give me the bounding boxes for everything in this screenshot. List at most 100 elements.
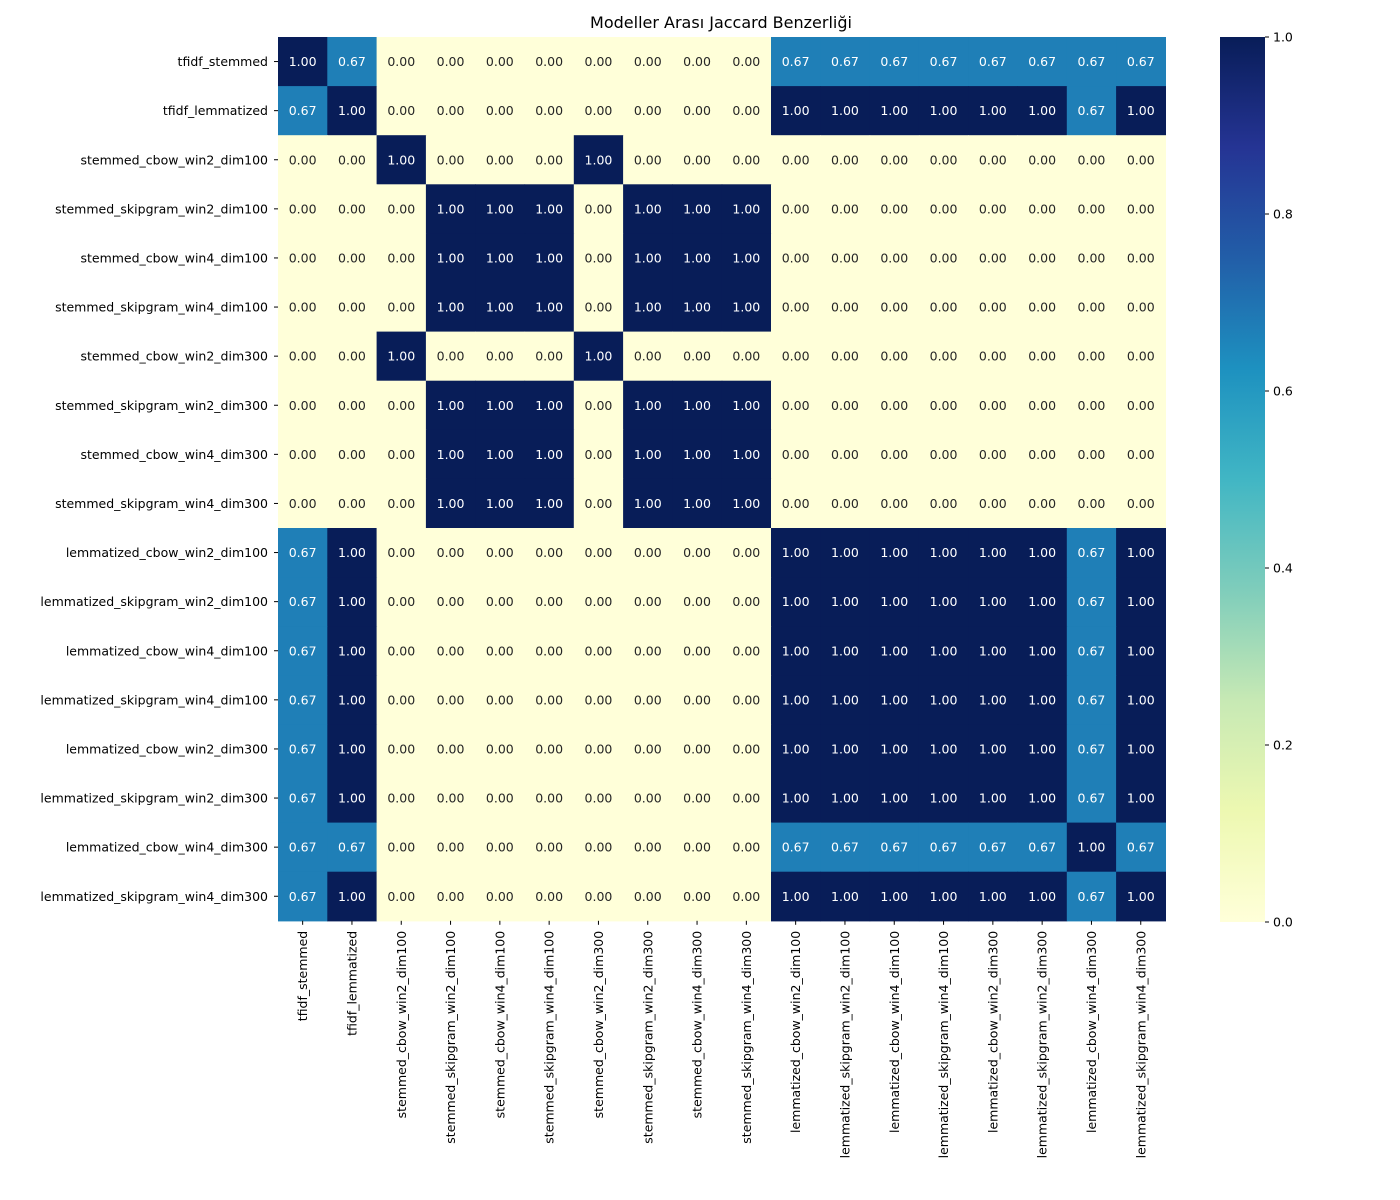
heatmap-cell: [1116, 822, 1166, 873]
heatmap-cell: [475, 282, 526, 333]
heatmap-cell: [820, 577, 871, 627]
heatmap-cell: [1116, 184, 1166, 234]
heatmap-cell: [1017, 331, 1068, 382]
cell-value-label: 1.00: [437, 496, 465, 511]
y-tick-label: stemmed_cbow_win2_dim300: [80, 349, 268, 364]
heatmap-cell: [1017, 380, 1068, 431]
cell-value-label: 0.00: [387, 201, 415, 216]
heatmap-cell: [1066, 331, 1117, 382]
y-tick-label: lemmatized_skipgram_win2_dim300: [40, 791, 268, 806]
cell-value-label: 0.00: [535, 791, 563, 806]
heatmap-cell: [771, 675, 821, 725]
cell-value-label: 0.00: [437, 594, 465, 609]
heatmap-cell: [771, 724, 821, 775]
cell-value-label: 0.00: [1127, 349, 1155, 364]
cell-value-label: 0.00: [585, 250, 613, 265]
cell-value-label: 0.00: [535, 594, 563, 609]
cell-value-label: 0.67: [1078, 643, 1106, 658]
heatmap-cell: [918, 724, 969, 775]
cell-value-label: 0.00: [979, 398, 1007, 413]
heatmap-cell: [376, 773, 427, 824]
cell-value-label: 1.00: [831, 103, 859, 118]
heatmap-cell: [968, 135, 1019, 185]
heatmap-cell: [721, 37, 772, 87]
heatmap-cell: [869, 871, 920, 922]
y-tick-label: lemmatized_skipgram_win4_dim300: [40, 889, 268, 904]
cell-value-label: 0.00: [930, 250, 958, 265]
heatmap-cell: [1116, 773, 1166, 824]
cell-value-label: 0.67: [1078, 103, 1106, 118]
heatmap-cell: [1066, 626, 1117, 676]
heatmap-cell: [1066, 724, 1117, 775]
cell-value-label: 0.00: [535, 545, 563, 560]
heatmap-cell: [573, 233, 624, 284]
heatmap-cell: [327, 675, 378, 725]
heatmap-cell: [376, 37, 427, 87]
heatmap-cell: [820, 871, 871, 922]
heatmap-cell: [968, 380, 1019, 431]
heatmap-cell: [573, 577, 624, 627]
x-tick-label: lemmatized_cbow_win4_dim300: [1084, 931, 1099, 1133]
cell-value-label: 1.00: [831, 889, 859, 904]
cell-value-label: 1.00: [1127, 103, 1155, 118]
heatmap-cell: [376, 233, 427, 284]
heatmap-cell: [1017, 233, 1068, 284]
heatmap-cell: [278, 37, 328, 87]
heatmap-cell: [1116, 626, 1166, 676]
cell-value-label: 1.00: [782, 103, 810, 118]
heatmap-cell: [425, 478, 476, 529]
heatmap-cell: [278, 380, 328, 431]
cell-value-label: 0.00: [683, 594, 711, 609]
cell-value-label: 0.67: [1078, 54, 1106, 69]
cell-value-label: 0.00: [683, 103, 711, 118]
heatmap-cell: [573, 429, 624, 480]
cell-value-label: 0.00: [634, 791, 662, 806]
heatmap-cell: [1017, 37, 1068, 87]
cell-value-label: 0.00: [437, 692, 465, 707]
heatmap-cell: [278, 233, 328, 284]
cell-value-label: 0.00: [486, 741, 514, 756]
cell-value-label: 0.67: [1078, 889, 1106, 904]
cell-value-label: 0.00: [1028, 349, 1056, 364]
cell-value-label: 1.00: [486, 398, 514, 413]
heatmap-cell: [327, 331, 378, 382]
cell-value-label: 0.00: [289, 250, 317, 265]
heatmap-cell: [573, 478, 624, 529]
heatmap-cell: [475, 478, 526, 529]
heatmap-cell: [1066, 528, 1117, 578]
cell-value-label: 0.67: [1078, 791, 1106, 806]
heatmap-cell: [918, 86, 969, 136]
heatmap-cell: [376, 577, 427, 627]
heatmap-cell: [327, 478, 378, 529]
heatmap-cell: [573, 773, 624, 824]
cell-value-label: 1.00: [683, 201, 711, 216]
heatmap-cell: [425, 626, 476, 676]
x-tick-label: stemmed_skipgram_win2_dim300: [640, 931, 655, 1144]
heatmap-cell: [672, 184, 723, 234]
heatmap-cell: [918, 331, 969, 382]
heatmap-cell: [1017, 184, 1068, 234]
colorbar-tick-label: 0.4: [1273, 561, 1293, 576]
cell-value-label: 1.00: [338, 643, 366, 658]
cell-value-label: 0.00: [486, 152, 514, 167]
heatmap-cell: [425, 528, 476, 578]
heatmap-cell: [425, 871, 476, 922]
heatmap-cell: [1066, 380, 1117, 431]
cell-value-label: 0.67: [979, 840, 1007, 855]
cell-value-label: 0.67: [1078, 741, 1106, 756]
heatmap-cell: [672, 822, 723, 873]
cell-value-label: 0.00: [289, 300, 317, 315]
heatmap-cell: [1066, 37, 1117, 87]
heatmap-cell: [425, 233, 476, 284]
cell-value-label: 0.00: [289, 152, 317, 167]
heatmap-cell: [771, 478, 821, 529]
heatmap-cell: [771, 380, 821, 431]
heatmap-cell: [918, 528, 969, 578]
heatmap-cell: [918, 37, 969, 87]
heatmap-cell: [623, 478, 673, 529]
cell-value-label: 0.00: [634, 54, 662, 69]
heatmap-cell: [524, 528, 575, 578]
y-tick-label: tfidf_stemmed: [178, 54, 268, 69]
cell-value-label: 0.00: [486, 889, 514, 904]
cell-value-label: 1.00: [782, 741, 810, 756]
